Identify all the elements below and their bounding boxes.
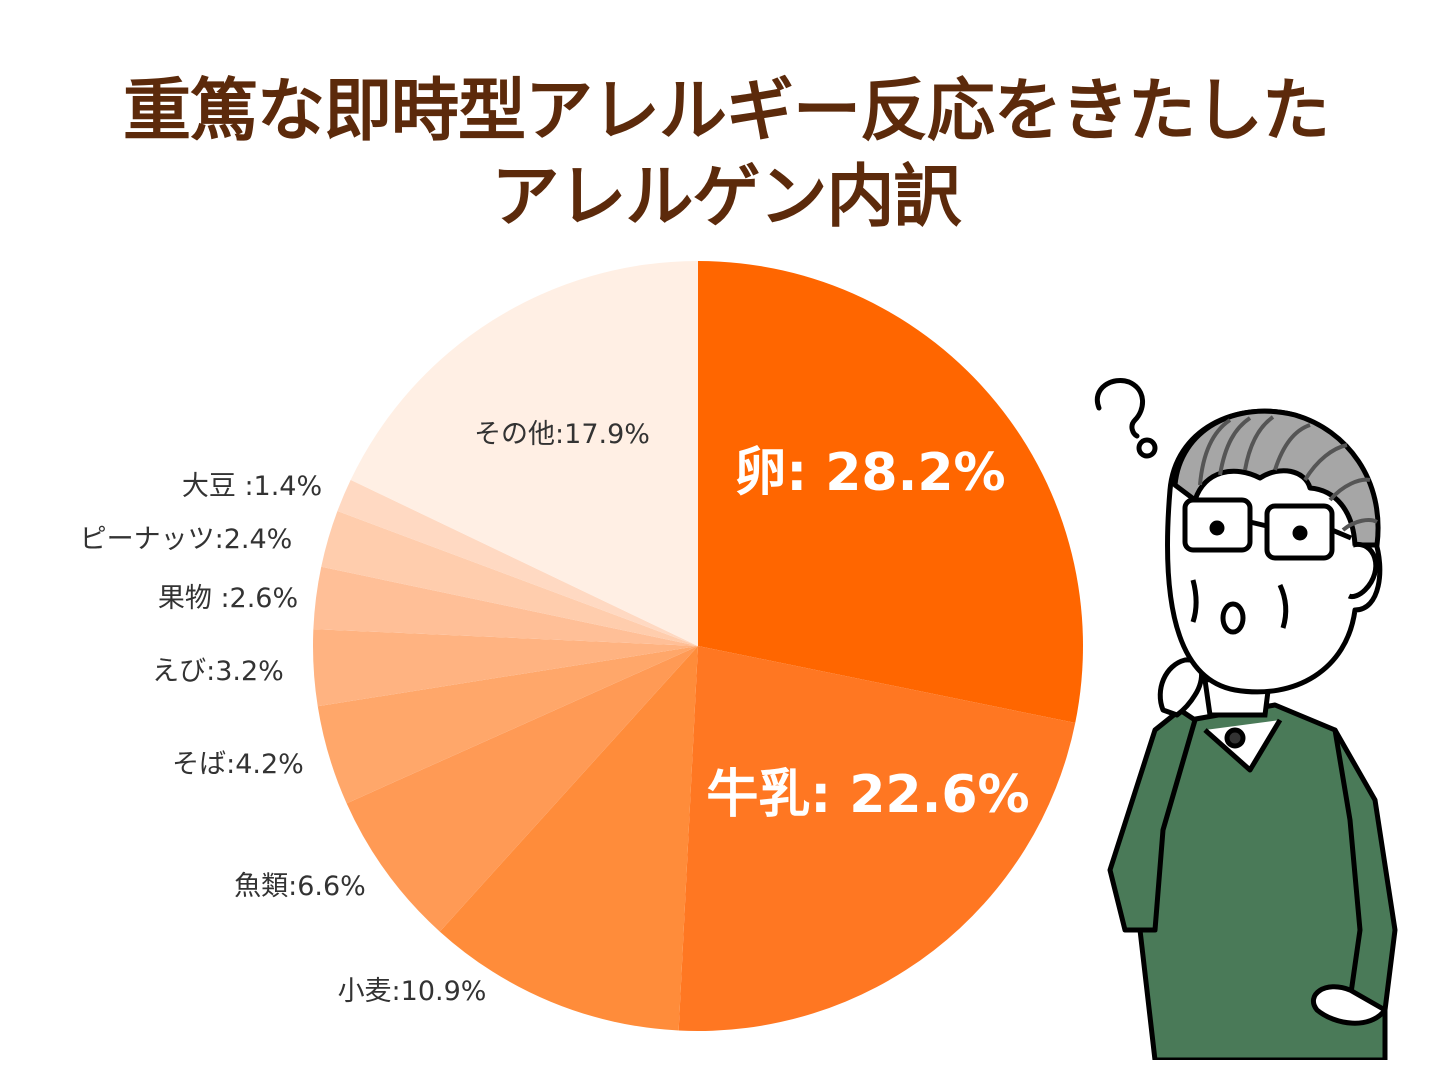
slice-label-2: 牛乳: 22.6% bbox=[706, 765, 1029, 825]
pie-slice-4 bbox=[346, 646, 698, 932]
pie-slice-10 bbox=[350, 261, 698, 646]
chart-title-line-2: アレルゲン内訳 bbox=[491, 158, 961, 237]
slice-label-3: 小麦:10.9% bbox=[338, 976, 487, 1007]
slice-label-6: えび:3.2% bbox=[152, 656, 284, 687]
slice-label-10: その他:17.9% bbox=[474, 419, 650, 450]
pie-slices bbox=[313, 261, 1083, 1031]
slice-label-7: 果物 :2.6% bbox=[158, 583, 298, 614]
raised-arm bbox=[1107, 657, 1205, 933]
pie-slice-6 bbox=[313, 629, 698, 707]
slice-label-9: 大豆 :1.4% bbox=[182, 471, 322, 502]
hip-arm bbox=[1310, 727, 1398, 1026]
pie-slice-5 bbox=[317, 646, 698, 804]
pie-slice-7 bbox=[313, 566, 698, 646]
pie-slice-2 bbox=[678, 646, 1076, 1031]
slice-label-5: そば:4.2% bbox=[172, 749, 304, 780]
pie-slice-1 bbox=[698, 261, 1083, 723]
sweater bbox=[1137, 702, 1388, 1060]
slice-label-8: ピーナッツ:2.4% bbox=[80, 524, 293, 555]
pie-slice-3 bbox=[439, 646, 698, 1031]
head bbox=[1165, 408, 1383, 695]
thinking-man-illustration bbox=[1094, 378, 1398, 1060]
slice-label-1: 卵: 28.2% bbox=[734, 443, 1005, 503]
slice-label-4: 魚類:6.6% bbox=[234, 871, 366, 902]
chart-title-line-1: 重篤な即時型アレルギー反応をきたした bbox=[122, 72, 1330, 151]
question-mark-icon bbox=[1094, 378, 1158, 459]
pie-labels: 卵: 28.2% 牛乳: 22.6% 小麦:10.9% 魚類:6.6% そば:4.2% え… bbox=[80, 419, 1030, 1007]
pie-slice-8 bbox=[321, 511, 698, 646]
pie-slice-9 bbox=[337, 479, 698, 646]
